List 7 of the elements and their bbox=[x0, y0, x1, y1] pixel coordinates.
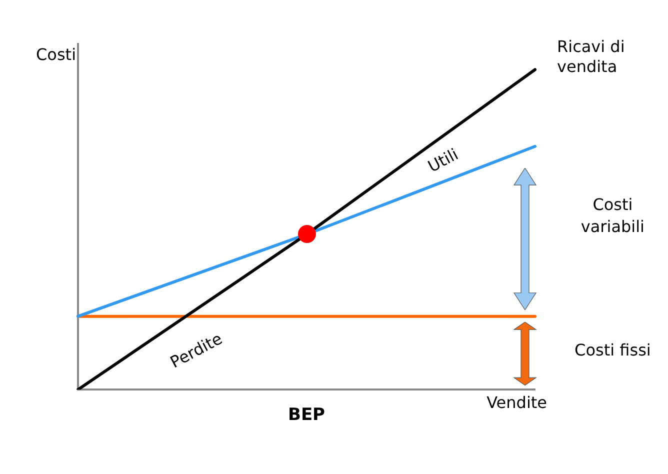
x-axis-title: Vendite bbox=[486, 392, 547, 412]
text: Costi fissi bbox=[574, 340, 651, 360]
text: BEP bbox=[288, 404, 326, 425]
annotation: Utili bbox=[424, 144, 462, 176]
series-label: Ricavi di vendita bbox=[557, 36, 625, 76]
text: Costi variabili bbox=[580, 194, 644, 236]
y-axis-title: Costi bbox=[36, 45, 76, 64]
